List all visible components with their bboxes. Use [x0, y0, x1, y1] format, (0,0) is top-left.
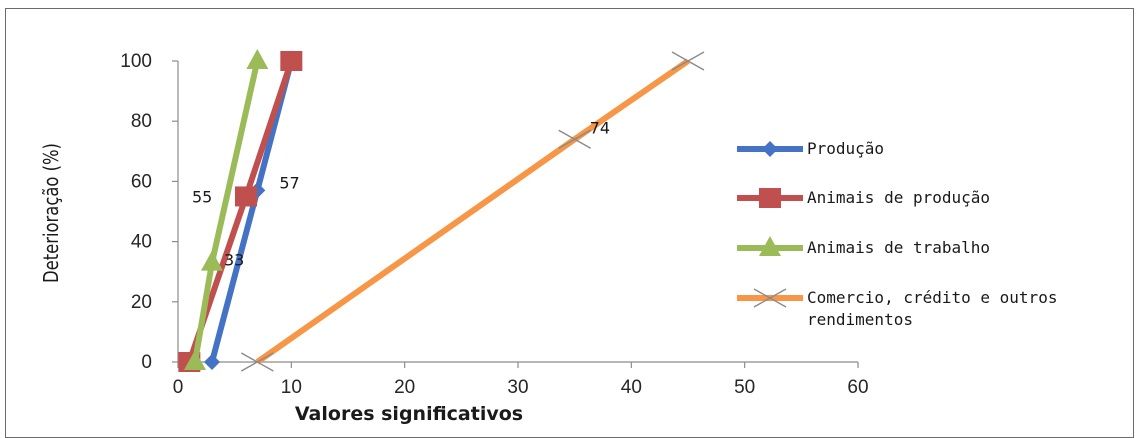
legend-label: Produção: [807, 139, 884, 158]
legend-entry-0: Produção: [737, 139, 884, 158]
data-label: 55: [192, 187, 212, 206]
y-axis-title: Deterioração (%): [41, 143, 64, 283]
series-3: [240, 51, 705, 372]
data-point-marker: [249, 182, 266, 199]
x-tick-label: 40: [621, 377, 642, 398]
x-tick-label: 10: [281, 377, 302, 398]
series-2: [184, 49, 269, 370]
series-group: [178, 49, 705, 372]
legend-entry-3: Comercio, crédito e outros rendimentos: [737, 288, 1057, 329]
axes: 0 20 40 60 80 100 0 10 20 30 40 50 60 Valores signifi…: [41, 51, 869, 425]
series-line: [255, 58, 690, 365]
legend-entry-2: Animais de trabalho: [737, 236, 990, 257]
x-tick-label: 20: [394, 377, 415, 398]
x-axis-title: Valores significativos: [295, 403, 523, 425]
series-0: [204, 53, 300, 370]
legend: Produção Animais de produção Animais de tr…: [737, 139, 1057, 329]
data-labels: 57 55 33 74: [192, 118, 610, 269]
line-chart: 0 20 40 60 80 100 0 10 20 30 40 50 60 Valores signifi…: [41, 49, 1057, 425]
data-label: 74: [590, 118, 610, 137]
data-point-marker: [184, 350, 206, 370]
legend-swatch-marker: [759, 188, 781, 208]
data-point-marker: [201, 250, 223, 271]
data-point-marker: [246, 49, 269, 69]
data-point-marker: [204, 354, 220, 370]
y-tick-label: 100: [120, 51, 152, 72]
data-point-marker: [280, 51, 303, 71]
data-point-marker: [240, 352, 274, 372]
data-point-marker: [235, 186, 257, 207]
y-tick-label: 0: [141, 352, 152, 373]
legend-entry-1: Animais de produção: [737, 188, 990, 208]
legend-label: Animais de produção: [807, 188, 990, 207]
legend-swatch-marker: [759, 236, 781, 256]
legend-swatch-marker: [753, 288, 787, 308]
x-tick-label: 30: [507, 377, 528, 398]
legend-label: Comercio, crédito e outros rendimentos: [807, 288, 1057, 329]
y-tick-label: 40: [131, 232, 152, 253]
x-tick-label: 50: [734, 377, 755, 398]
x-tick-label: 0: [173, 377, 184, 398]
data-label: 33: [224, 251, 244, 270]
data-label: 57: [279, 173, 299, 192]
legend-swatch-marker: [762, 141, 778, 157]
data-point-marker: [558, 129, 592, 149]
y-tick-label: 60: [131, 171, 152, 192]
y-tick-label: 20: [131, 292, 152, 313]
data-point-marker: [671, 51, 705, 71]
legend-label: Animais de trabalho: [807, 238, 990, 257]
x-tick-label: 60: [847, 377, 868, 398]
y-tick-label: 80: [131, 111, 152, 132]
